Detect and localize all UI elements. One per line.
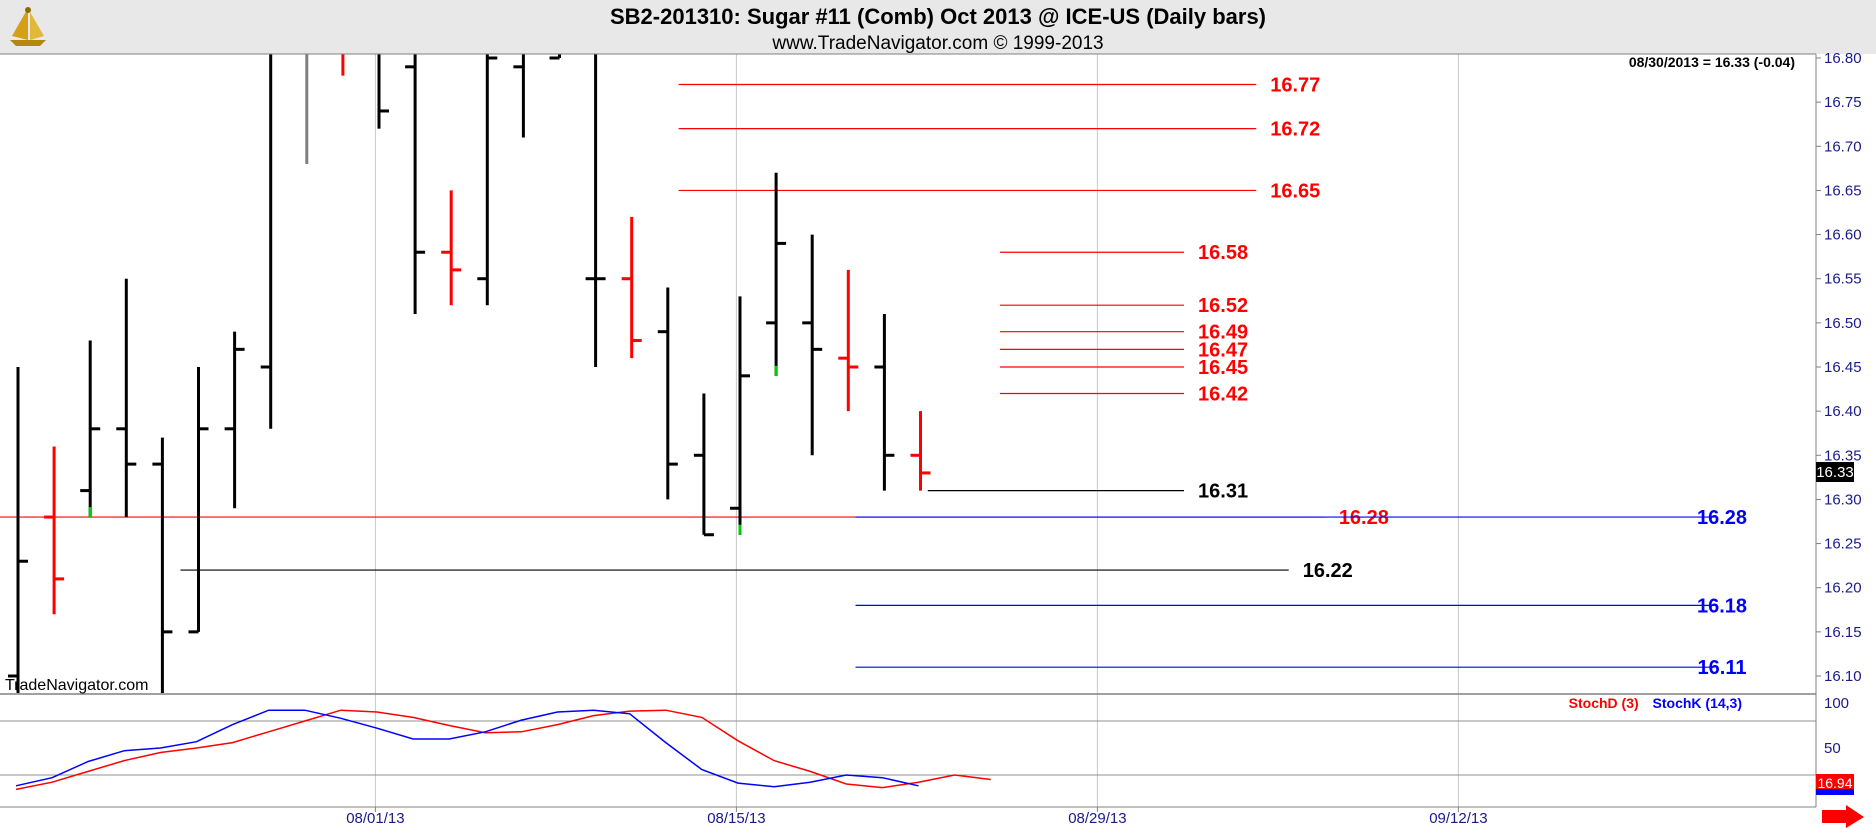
ohlc-bar xyxy=(116,278,137,518)
price-tick-label: 16.10 xyxy=(1824,668,1862,685)
current-price-tag-text: 16.33 xyxy=(1816,464,1854,481)
level-label-blue: 16.28 xyxy=(1697,507,1747,529)
level-label-red: 16.72 xyxy=(1270,119,1320,141)
ohlc-bar xyxy=(477,54,498,306)
stoch-value-tag: 16.94 xyxy=(1816,774,1854,795)
level-label-red: 16.65 xyxy=(1270,180,1320,202)
price-tick-label: 16.60 xyxy=(1824,227,1862,244)
price-axis: 16.80 16.75 16.70 16.65 16.60 16.55 16.50 16.45… xyxy=(1816,50,1862,685)
stoch-line-blue xyxy=(15,709,919,788)
level-label-red: 16.52 xyxy=(1198,295,1248,317)
date-axis: 08/01/13 08/15/13 08/29/13 09/12/13 xyxy=(346,807,1488,827)
date-axis-strip xyxy=(0,807,1876,828)
price-tick-label: 16.80 xyxy=(1824,50,1862,67)
ohlc-bar xyxy=(766,172,787,376)
scroll-right-arrow-icon[interactable] xyxy=(1822,805,1864,828)
price-tick-label: 16.50 xyxy=(1824,315,1862,332)
ohlc-bar xyxy=(8,367,28,693)
level-label-red: 16.28 xyxy=(1339,507,1389,529)
ohlc-bar xyxy=(44,446,65,615)
ohlc-bar xyxy=(585,54,606,367)
ohlc-bar xyxy=(874,314,895,491)
level-label-red: 16.47 xyxy=(1198,339,1248,361)
support-resistance-levels: 16.77 16.72 16.65 16.58 16.52 16.4916.4716.45… xyxy=(0,74,1747,679)
price-tick-label: 16.30 xyxy=(1824,491,1862,508)
stochk-legend-label: StochK (14,3) xyxy=(1653,695,1742,711)
ohlc-bar xyxy=(549,54,561,60)
header-band xyxy=(0,0,1876,54)
level-label-red: 16.49 xyxy=(1198,322,1248,344)
ohlc-bar xyxy=(224,331,245,509)
level-label-blue: 16.18 xyxy=(1697,595,1747,617)
price-axis-strip xyxy=(1816,54,1876,828)
ohlc-bar xyxy=(405,54,426,315)
ohlc-bar xyxy=(657,287,678,500)
vertical-gridlines xyxy=(374,54,1459,807)
ohlc-bar xyxy=(188,367,209,634)
ohlc-bar xyxy=(910,411,931,491)
ohlc-bar xyxy=(260,54,273,429)
stoch-value-tag-text: 16.94 xyxy=(1817,775,1852,791)
ohlc-bar xyxy=(802,234,823,456)
chart-subtitle: www.TradeNavigator.com © 1999-2013 xyxy=(771,33,1103,54)
chart-title: SB2-201310: Sugar #11 (Comb) Oct 2013 @ … xyxy=(610,4,1266,29)
ohlc-bar xyxy=(377,54,389,129)
level-label-black: 16.22 xyxy=(1303,560,1353,582)
price-tick-label: 16.70 xyxy=(1824,138,1862,155)
current-price-tag: 16.33 xyxy=(1816,462,1854,482)
stoch-line-red xyxy=(15,709,991,791)
ohlc-bar xyxy=(838,269,859,412)
ohlc-bar xyxy=(441,190,462,306)
trade-navigator-logo xyxy=(4,4,52,48)
stochd-legend-label: StochD (3) xyxy=(1569,695,1639,711)
ohlc-bar xyxy=(80,340,101,518)
stoch-tick-label: 50 xyxy=(1824,740,1841,757)
price-tick-label: 16.65 xyxy=(1824,182,1862,199)
ohlc-bar xyxy=(513,54,525,138)
price-tick-label: 16.35 xyxy=(1824,447,1862,464)
price-tick-label: 16.45 xyxy=(1824,359,1862,376)
ohlc-bar xyxy=(693,393,714,537)
stoch-legend: StochD (3) StochK (14,3) xyxy=(1569,695,1742,711)
date-tick-label: 09/12/13 xyxy=(1429,810,1487,827)
price-tick-label: 16.15 xyxy=(1824,624,1862,641)
price-tick-label: 16.55 xyxy=(1824,271,1862,288)
level-label-red: 16.45 xyxy=(1198,357,1248,379)
price-tick-label: 16.75 xyxy=(1824,94,1862,111)
level-label-red: 16.77 xyxy=(1270,74,1320,96)
last-price-note: 08/30/2013 = 16.33 (-0.04) xyxy=(1629,54,1795,70)
level-label-red: 16.42 xyxy=(1198,383,1248,405)
price-tick-label: 16.20 xyxy=(1824,580,1862,597)
stochastic-panel: 100 50 xyxy=(0,695,1849,791)
ohlc-bar xyxy=(152,437,173,693)
date-tick-label: 08/15/13 xyxy=(707,810,765,827)
stoch-tick-label: 100 xyxy=(1824,695,1849,712)
ohlc-bar xyxy=(621,216,642,359)
level-label-blue: 16.11 xyxy=(1698,657,1747,679)
ohlc-bar xyxy=(730,296,750,535)
watermark: TradeNavigator.com xyxy=(5,677,148,694)
level-label-black: 16.31 xyxy=(1198,481,1248,503)
date-tick-label: 08/01/13 xyxy=(346,810,404,827)
date-tick-label: 08/29/13 xyxy=(1068,810,1126,827)
price-tick-label: 16.25 xyxy=(1824,536,1862,553)
level-label-red: 16.58 xyxy=(1198,242,1248,264)
price-bars xyxy=(8,54,931,693)
price-tick-label: 16.40 xyxy=(1824,403,1862,420)
